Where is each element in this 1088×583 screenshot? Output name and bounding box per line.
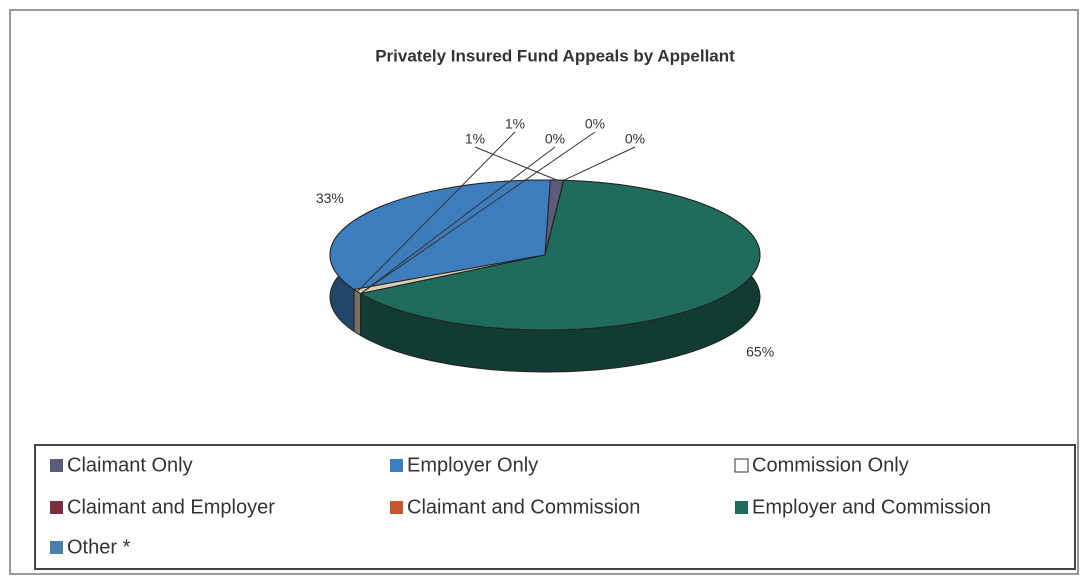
slice [329,179,551,291]
legend-label: Claimant and Commission [407,496,640,518]
data-label: 0% [545,131,565,147]
legend-swatch [50,501,63,514]
leader-line [563,146,636,181]
data-label: 1% [465,131,485,147]
data-label: 65% [746,343,774,359]
data-label: 0% [625,131,645,147]
data-label: 1% [505,116,525,132]
chart-title: Privately Insured Fund Appeals by Appell… [375,46,735,65]
legend-label: Other * [67,536,131,558]
leader-line [360,131,596,295]
legend-label: Claimant and Employer [67,496,275,518]
leader-line [360,146,556,295]
data-label: 33% [316,190,344,206]
legend-swatch [390,459,403,472]
leader-line [474,146,558,181]
legend-swatch [50,541,63,554]
legend-label: Employer and Commission [752,496,991,518]
legend-swatch [50,459,63,472]
legend-label: Claimant Only [67,454,193,476]
slice-side [353,288,362,337]
legend-swatch [735,501,748,514]
legend-label: Commission Only [752,454,909,476]
data-label: 0% [585,116,605,132]
legend-label: Employer Only [407,454,538,476]
legend-swatch [390,501,403,514]
slice [359,179,761,331]
leader-line [356,131,516,292]
legend-swatch [734,458,749,473]
legend-box [34,444,1076,570]
